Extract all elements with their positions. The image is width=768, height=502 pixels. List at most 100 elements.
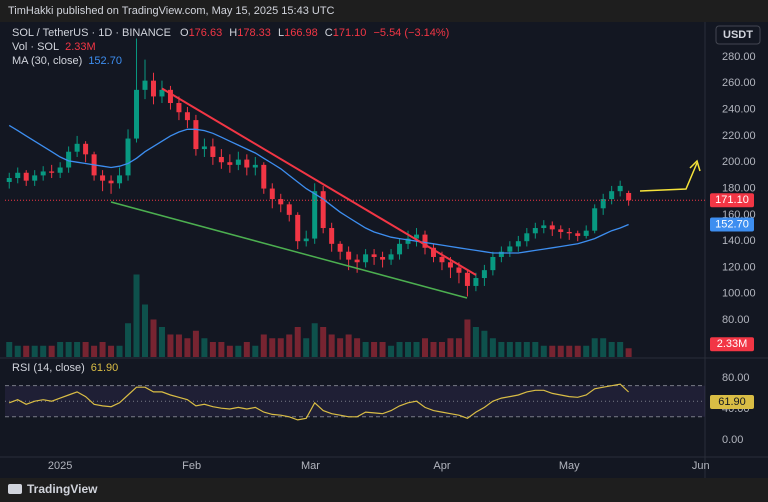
change: −5.54 (−3.14%): [373, 27, 449, 39]
candle-body: [23, 172, 29, 181]
volume-bar: [472, 327, 479, 357]
candle-body: [150, 80, 156, 97]
value-box-label: 61.90: [718, 396, 746, 408]
volume-bar: [218, 342, 225, 357]
volume-bar: [328, 334, 335, 357]
candle-body: [575, 233, 581, 236]
candle-body: [159, 89, 165, 97]
candle-body: [422, 234, 428, 248]
volume-bar: [362, 342, 369, 357]
candle-body: [252, 164, 258, 168]
currency-box: [715, 25, 761, 45]
ohlc-value: 178.33: [237, 27, 271, 39]
candle-body: [464, 272, 470, 286]
candle-body: [303, 238, 309, 242]
ohlc-value: 171.10: [333, 27, 367, 39]
candle-body: [481, 270, 487, 279]
candle-body: [600, 199, 606, 209]
value-box-label: 152.70: [715, 218, 749, 230]
volume-bar: [125, 323, 132, 357]
candle-body: [532, 228, 538, 234]
volume-bar: [583, 345, 590, 357]
volume-bar: [74, 342, 81, 357]
volume-bar: [31, 345, 38, 357]
volume-bar: [388, 345, 395, 357]
publisher: TimHakki published on TradingView.com, M…: [8, 5, 335, 17]
volume-bar: [354, 338, 361, 357]
rsi-tick-label: 0.00: [722, 434, 743, 446]
volume-bar: [591, 338, 598, 357]
candle-body: [498, 251, 504, 257]
ma-value: 152.70: [88, 55, 122, 67]
candle-body: [100, 175, 106, 181]
volume-value: 2.33M: [65, 41, 96, 53]
ohlc-key: O: [180, 27, 189, 39]
volume-bar: [99, 342, 106, 357]
ohlc-key: H: [229, 27, 237, 39]
candle-body: [32, 175, 38, 181]
candle-body: [592, 208, 598, 231]
candle-body: [430, 247, 436, 257]
candle-body: [609, 191, 615, 200]
volume-bar: [506, 342, 513, 357]
candle-body: [134, 89, 140, 139]
volume-bar: [464, 319, 471, 357]
legend-volume: Vol · SOL 2.33M: [12, 41, 96, 53]
volume-bar: [438, 342, 445, 357]
volume-bar: [337, 338, 344, 357]
plot: 280.00260.00240.00220.00200.00180.00160.…: [5, 38, 756, 472]
volume-bar: [286, 334, 293, 357]
candle-body: [473, 278, 479, 286]
value-box: [710, 394, 754, 409]
brand: TradingView: [27, 482, 98, 496]
ma-name: MA (30, close): [12, 55, 82, 67]
value-box: [710, 217, 754, 232]
candle-body: [549, 225, 555, 230]
candle-body: [193, 120, 199, 150]
x-tick-label: Mar: [301, 460, 320, 472]
candle-body: [363, 254, 369, 263]
candle-body: [286, 204, 292, 215]
candle-body: [261, 164, 267, 189]
candle-body: [456, 267, 462, 273]
volume-bar: [498, 342, 505, 357]
volume-bar: [540, 345, 547, 357]
volume-bar: [566, 345, 573, 357]
candle-body: [583, 230, 589, 236]
volume-bar: [40, 345, 47, 357]
volume-bar: [455, 338, 462, 357]
volume-bar: [14, 345, 21, 357]
ma-line: [8, 124, 629, 254]
candle-body: [566, 231, 572, 234]
candle-body: [218, 156, 224, 163]
volume-bar: [116, 345, 123, 357]
volume-bar: [303, 338, 310, 357]
volume-bar: [201, 338, 208, 357]
candle-body: [346, 251, 352, 260]
candle-body: [227, 162, 233, 165]
volume-bar: [371, 342, 378, 357]
volume-bar: [269, 338, 276, 357]
ohlc-value: 166.98: [284, 27, 318, 39]
candle-body: [74, 143, 80, 152]
volume-bar: [320, 327, 327, 357]
y-tick-label: 120.00: [722, 261, 756, 273]
volume-bar: [413, 342, 420, 357]
volume-bar: [396, 342, 403, 357]
y-tick-label: 180.00: [722, 182, 756, 194]
candle-body: [6, 178, 12, 182]
volume-bar: [311, 323, 318, 357]
candle-body: [244, 159, 250, 168]
volume-bar: [226, 345, 233, 357]
rsi-line: [8, 383, 630, 421]
y-tick-label: 260.00: [722, 77, 756, 89]
ohlc-key: C: [325, 27, 333, 39]
volume-bar: [447, 338, 454, 357]
candle-body: [295, 214, 301, 242]
trend-line-resistance: [161, 87, 477, 276]
volume-bar: [277, 338, 284, 357]
volume-bar: [184, 338, 191, 357]
volume-bar: [158, 327, 165, 357]
top-bar: [0, 0, 768, 22]
candle-body: [541, 225, 547, 229]
